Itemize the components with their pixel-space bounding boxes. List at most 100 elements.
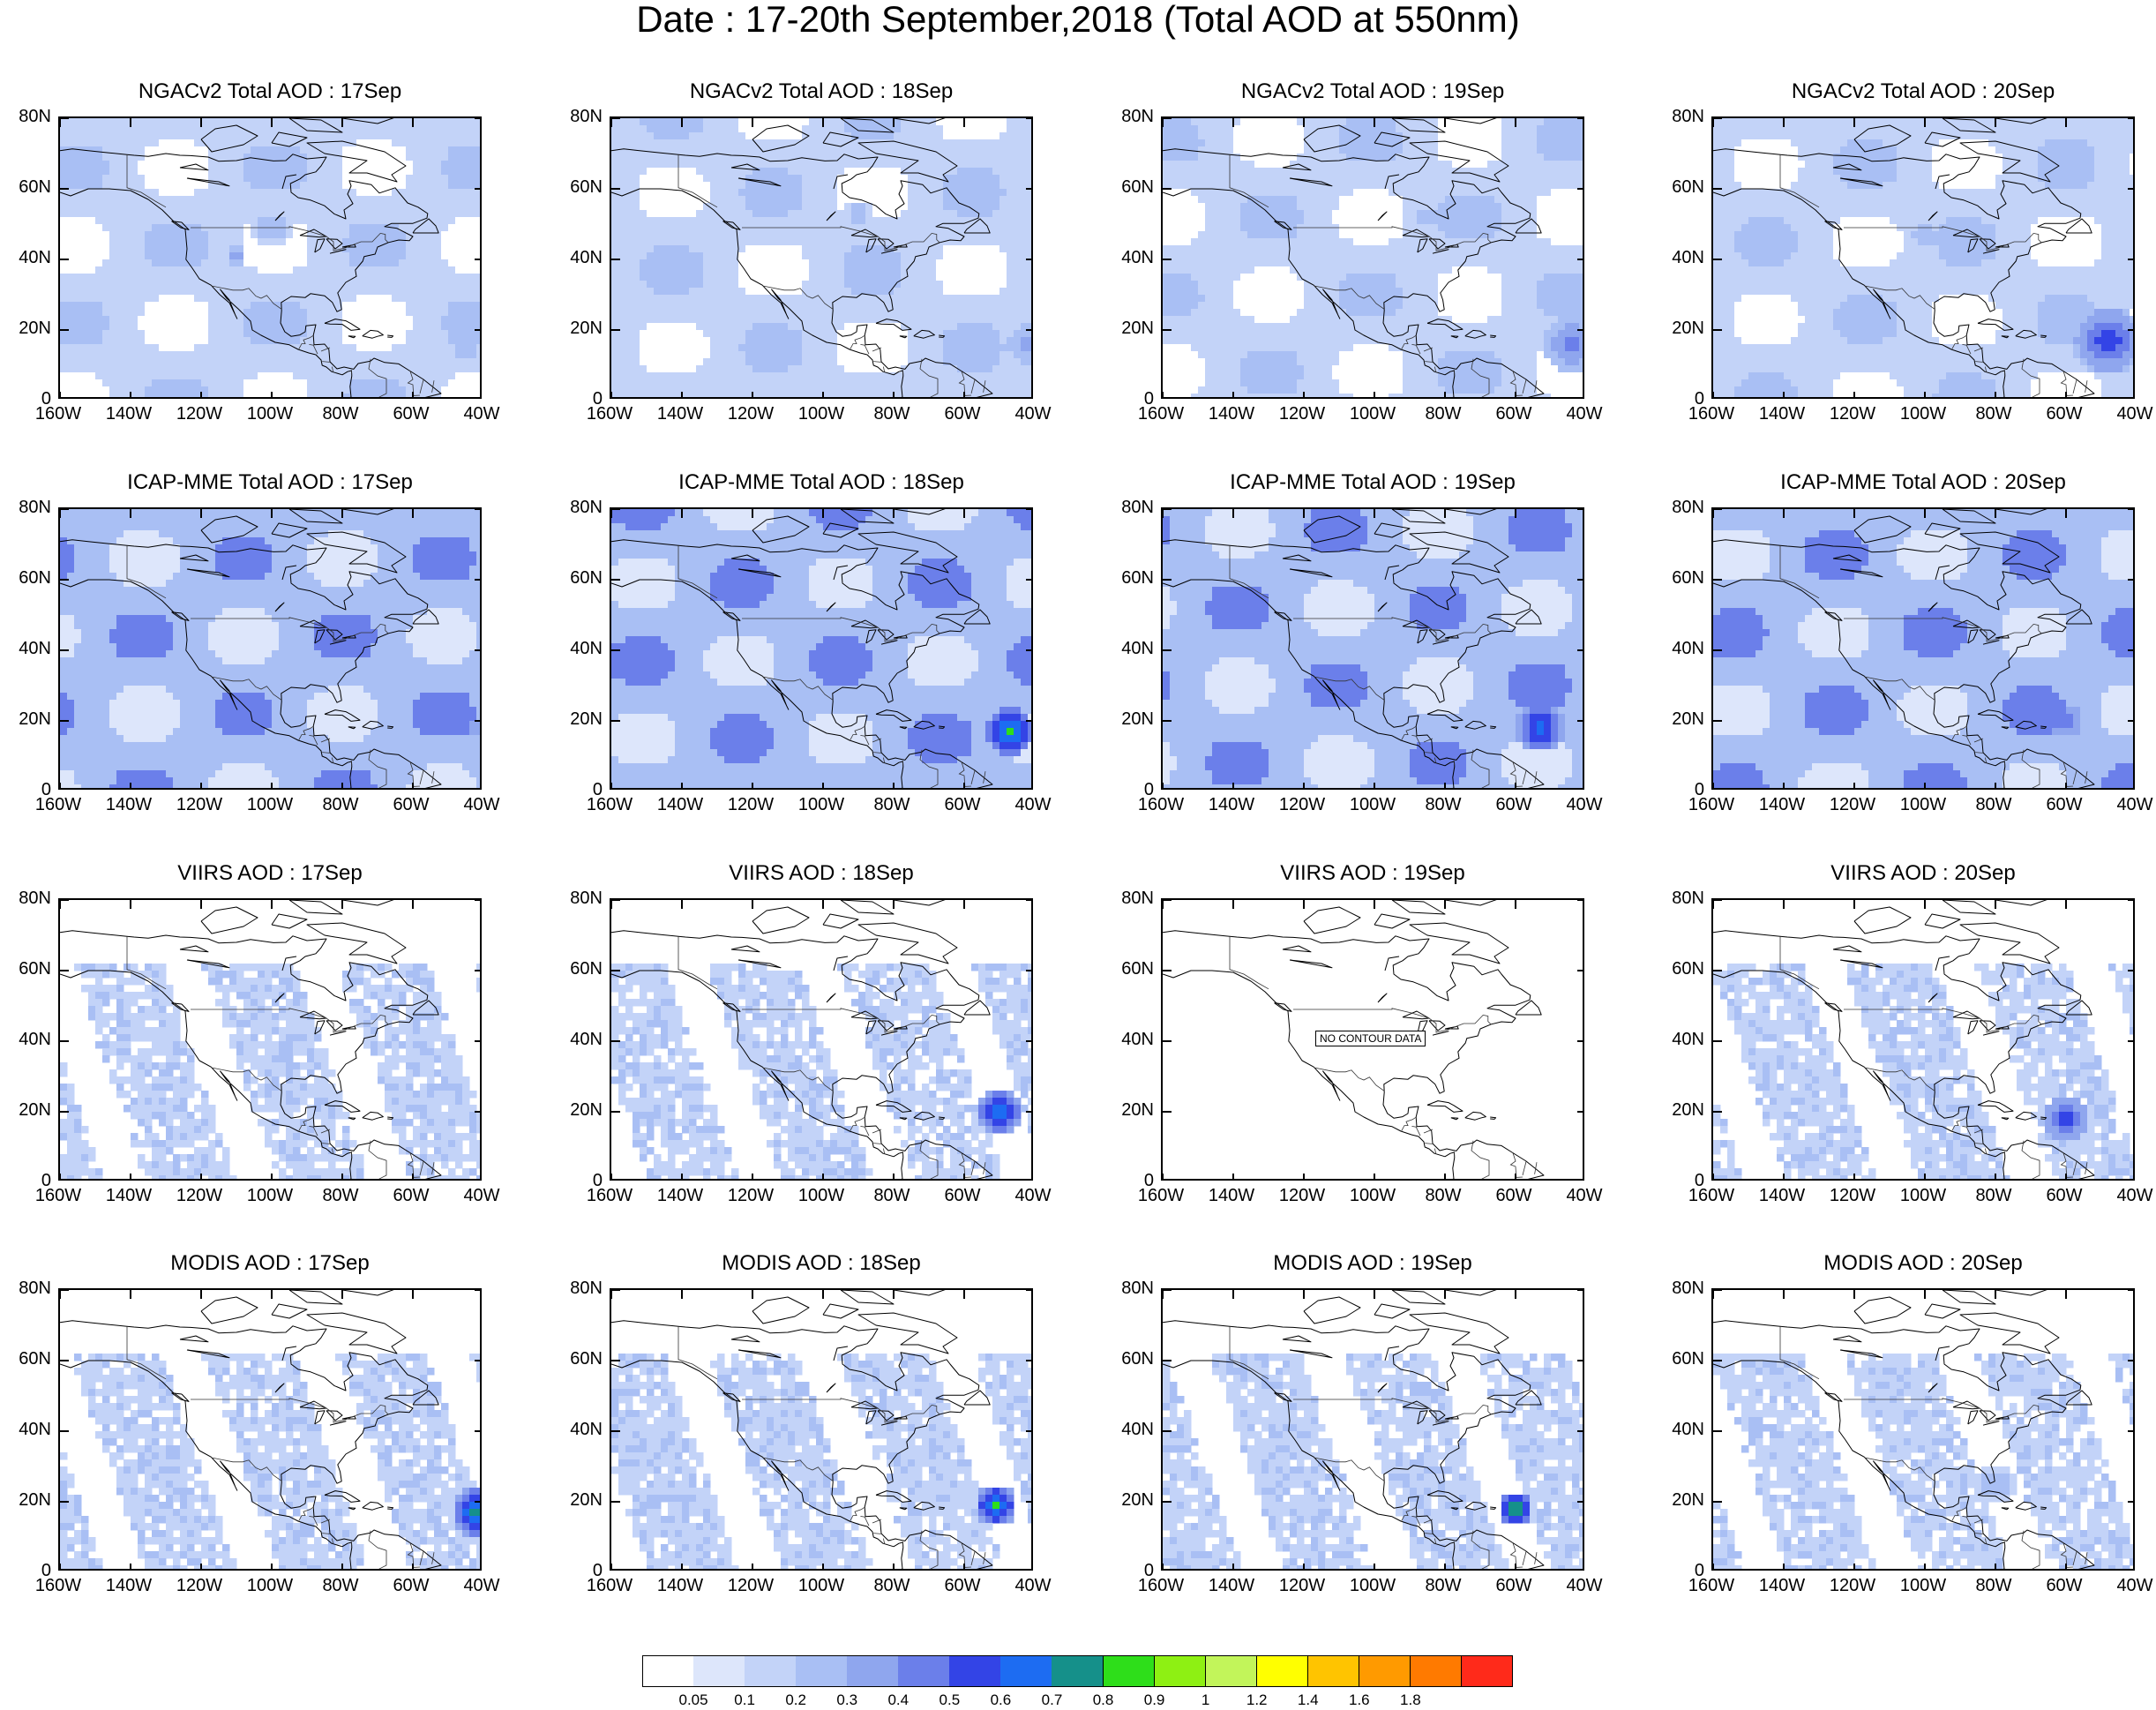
y-tick-label: 20N bbox=[4, 1100, 51, 1120]
map-panel bbox=[1711, 898, 2135, 1181]
x-tick-label: 140W bbox=[1196, 404, 1267, 424]
x-tick-label: 100W bbox=[786, 1186, 857, 1205]
x-tick-label: 160W bbox=[1676, 795, 1747, 814]
y-tick-label: 80N bbox=[4, 107, 51, 126]
aod-field bbox=[60, 964, 480, 1179]
panel-title: VIIRS AOD : 19Sep bbox=[1090, 861, 1655, 886]
x-tick-label: 160W bbox=[1676, 1186, 1747, 1205]
x-tick-label: 80W bbox=[305, 1576, 376, 1595]
map-panel bbox=[610, 1288, 1033, 1571]
x-tick-label: 160W bbox=[574, 404, 645, 424]
colorbar-label: 0.4 bbox=[872, 1692, 925, 1708]
aod-field bbox=[1163, 1354, 1583, 1569]
x-tick-label: 80W bbox=[1408, 1576, 1479, 1595]
y-tick-label: 20N bbox=[1106, 709, 1154, 729]
x-tick-label: 60W bbox=[927, 795, 998, 814]
colorbar-label: 0.8 bbox=[1077, 1692, 1130, 1708]
y-tick-label: 40N bbox=[555, 1420, 603, 1439]
country-borders bbox=[126, 1326, 435, 1569]
x-tick-label: 40W bbox=[1549, 795, 1620, 814]
coastline bbox=[1713, 118, 2095, 397]
axis-ticks bbox=[1713, 118, 2133, 397]
y-tick-label: 60N bbox=[1657, 177, 1704, 197]
x-tick-label: 100W bbox=[235, 1576, 305, 1595]
country-borders bbox=[126, 545, 435, 788]
x-tick-label: 80W bbox=[1958, 1186, 2029, 1205]
x-tick-label: 140W bbox=[645, 404, 715, 424]
y-tick-label: 40N bbox=[4, 1420, 51, 1439]
coastline bbox=[60, 1290, 442, 1569]
x-tick-label: 60W bbox=[1479, 404, 1549, 424]
aod-field bbox=[611, 118, 1031, 397]
map-panel bbox=[1711, 507, 2135, 790]
y-tick-label: 80N bbox=[1106, 1279, 1154, 1298]
colorbar-label: 1.8 bbox=[1384, 1692, 1437, 1708]
axis-ticks bbox=[60, 118, 480, 397]
x-tick-label: 100W bbox=[1888, 1186, 1958, 1205]
country-borders bbox=[126, 936, 435, 1179]
x-tick-label: 120W bbox=[1267, 404, 1337, 424]
no-contour-data-label: NO CONTOUR DATA bbox=[1315, 1031, 1426, 1046]
panel-title: ICAP-MME Total AOD : 18Sep bbox=[539, 470, 1104, 495]
coastline bbox=[1713, 509, 2095, 788]
country-borders bbox=[677, 545, 986, 788]
y-tick-label: 60N bbox=[1106, 177, 1154, 197]
x-tick-label: 120W bbox=[1267, 1576, 1337, 1595]
y-tick-label: 80N bbox=[555, 498, 603, 517]
aod-field bbox=[60, 509, 480, 788]
y-tick-label: 60N bbox=[555, 177, 603, 197]
y-tick-label: 20N bbox=[555, 1490, 603, 1510]
colorbar-label: 1 bbox=[1179, 1692, 1232, 1708]
x-tick-label: 120W bbox=[1817, 1576, 1888, 1595]
axis-ticks bbox=[1163, 509, 1583, 788]
country-borders bbox=[1779, 936, 2088, 1179]
colorbar-label: 1.2 bbox=[1231, 1692, 1284, 1708]
colorbar-swatch bbox=[1256, 1655, 1309, 1687]
y-tick-label: 0 bbox=[4, 1171, 51, 1190]
x-tick-label: 100W bbox=[1888, 404, 1958, 424]
colorbar-swatch bbox=[898, 1655, 950, 1687]
axis-ticks bbox=[60, 900, 480, 1179]
y-tick-label: 60N bbox=[1106, 568, 1154, 588]
x-tick-label: 60W bbox=[927, 1186, 998, 1205]
y-tick-label: 40N bbox=[555, 1030, 603, 1049]
aod-field bbox=[611, 509, 1031, 788]
country-borders bbox=[677, 154, 986, 397]
map-svg bbox=[611, 118, 1031, 397]
x-tick-label: 160W bbox=[1126, 1576, 1196, 1595]
coastline bbox=[60, 509, 442, 788]
y-tick-label: 20N bbox=[555, 1100, 603, 1120]
x-tick-label: 140W bbox=[1747, 795, 1817, 814]
x-tick-label: 120W bbox=[715, 1576, 786, 1595]
y-tick-label: 0 bbox=[4, 1561, 51, 1580]
y-tick-label: 80N bbox=[1657, 107, 1704, 126]
panel-title: NGACv2 Total AOD : 20Sep bbox=[1641, 79, 2156, 104]
y-tick-label: 0 bbox=[555, 1171, 603, 1190]
coastline bbox=[1163, 509, 1545, 788]
x-tick-label: 100W bbox=[1337, 795, 1408, 814]
axis-ticks bbox=[1163, 900, 1583, 1179]
y-tick-label: 20N bbox=[555, 709, 603, 729]
country-borders bbox=[1229, 1326, 1538, 1569]
y-tick-label: 80N bbox=[4, 1279, 51, 1298]
map-svg bbox=[1713, 1290, 2133, 1569]
y-tick-label: 20N bbox=[1657, 1490, 1704, 1510]
colorbar-swatch bbox=[1154, 1655, 1207, 1687]
y-tick-label: 40N bbox=[1106, 248, 1154, 267]
x-tick-label: 100W bbox=[786, 404, 857, 424]
map-panel bbox=[58, 898, 482, 1181]
panel-title: MODIS AOD : 19Sep bbox=[1090, 1251, 1655, 1276]
x-tick-label: 140W bbox=[94, 795, 164, 814]
map-svg bbox=[1163, 1290, 1583, 1569]
colorbar-label: 0.7 bbox=[1025, 1692, 1078, 1708]
panel-title: VIIRS AOD : 18Sep bbox=[539, 861, 1104, 886]
colorbar-label: 0.3 bbox=[820, 1692, 873, 1708]
coastline bbox=[1713, 900, 2095, 1179]
panel-title: MODIS AOD : 17Sep bbox=[0, 1251, 552, 1276]
coastline bbox=[60, 118, 442, 397]
aod-field bbox=[1713, 509, 2133, 788]
map-panel bbox=[58, 1288, 482, 1571]
country-borders bbox=[677, 936, 986, 1179]
x-tick-label: 80W bbox=[857, 1186, 927, 1205]
y-tick-label: 40N bbox=[1657, 1030, 1704, 1049]
